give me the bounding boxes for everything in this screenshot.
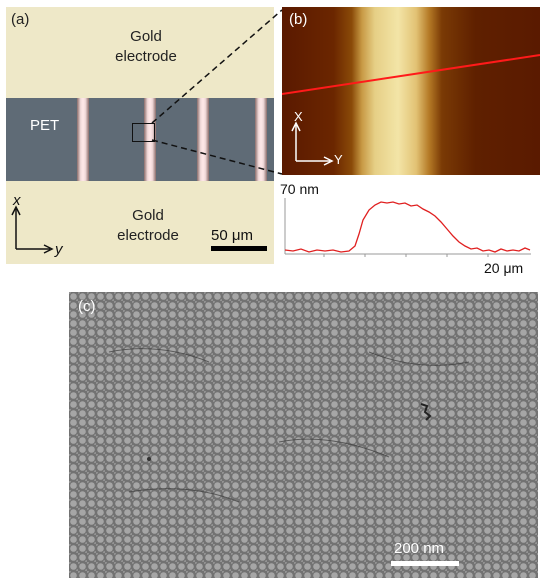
panel-a-label: (a)	[11, 11, 30, 28]
axis-x-label-b: X	[294, 109, 303, 124]
gold-electrode-bottom-line1: Gold	[132, 207, 164, 224]
profile-y-top-label: 70 nm	[280, 181, 319, 197]
panel-b-afm-image: (b) X Y	[282, 7, 540, 175]
xy-axes-icon-b	[291, 121, 334, 166]
gold-electrode-top-line2: electrode	[115, 48, 177, 65]
afm-scan-line	[282, 54, 540, 95]
pet-label: PET	[30, 117, 60, 134]
gold-electrode-top-label: Gold electrode	[101, 27, 191, 67]
axis-x-label: x	[13, 192, 21, 209]
axis-y-label: y	[55, 241, 63, 258]
panel-c-label: (c)	[78, 298, 96, 315]
scale-bar-label: 50 μm	[211, 227, 253, 244]
gold-electrode-bottom-line2: electrode	[117, 227, 179, 244]
panel-b-label: (b)	[289, 11, 308, 28]
xy-axes-icon	[11, 205, 54, 254]
scale-bar	[211, 246, 267, 251]
axis-y-label-b: Y	[334, 152, 343, 167]
gold-stripe	[255, 98, 267, 181]
sem-scale-bar	[391, 561, 459, 566]
panel-c-sem-image: (c) 200 nm	[69, 292, 538, 578]
zoom-selection-box	[132, 123, 155, 142]
gold-electrode-bottom-label: Gold electrode	[103, 206, 193, 246]
profile-x-end-label: 20 μm	[484, 260, 524, 276]
gold-stripe	[144, 98, 156, 181]
height-profile-plot	[284, 198, 531, 257]
sem-scale-bar-label: 200 nm	[394, 540, 445, 557]
gold-stripe	[77, 98, 89, 181]
sem-texture	[69, 292, 538, 578]
gold-electrode-top-line1: Gold	[130, 28, 162, 45]
pet-substrate-band	[6, 98, 274, 181]
gold-stripe	[197, 98, 209, 181]
panel-a-optical-image: (a) Gold electrode PET Gold electrode x …	[6, 7, 274, 264]
